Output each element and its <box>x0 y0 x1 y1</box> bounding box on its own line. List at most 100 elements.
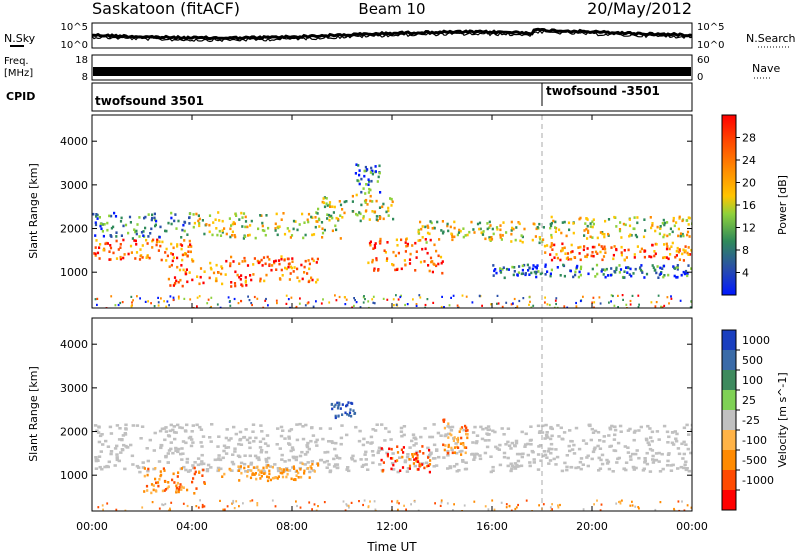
velocity-cell <box>354 425 358 429</box>
velocity-cell <box>332 457 336 461</box>
velocity-cell <box>421 445 424 448</box>
velocity-cell <box>223 508 226 511</box>
power-cell <box>550 233 553 237</box>
velocity-cell <box>257 458 261 462</box>
velocity-cell <box>308 470 312 474</box>
velocity-cell <box>634 466 638 470</box>
power-cell <box>575 266 578 269</box>
power-cell <box>183 229 186 233</box>
power-cell <box>366 203 369 206</box>
power-cell <box>505 231 508 234</box>
power-cell <box>424 306 427 308</box>
power-cell <box>563 305 566 308</box>
velocity-cell <box>323 451 327 454</box>
velocity-cell <box>238 466 242 470</box>
power-cell <box>102 234 105 238</box>
velocity-cell <box>671 443 676 446</box>
velocity-cell <box>248 446 252 450</box>
velocity-cell <box>516 465 521 468</box>
power-cell <box>181 284 184 288</box>
power-cell <box>539 237 542 241</box>
velocity-cell <box>593 446 597 450</box>
power-cell <box>457 231 461 234</box>
velocity-cell <box>317 505 319 508</box>
power-cell <box>464 234 467 237</box>
velocity-cell <box>159 446 163 450</box>
velocity-cell <box>342 500 345 503</box>
power-cell <box>377 269 380 272</box>
power-cell <box>492 274 495 277</box>
power-cell <box>387 214 390 217</box>
power-cell <box>370 179 373 183</box>
power-cell <box>440 229 443 232</box>
power-cell <box>231 234 234 237</box>
velocity-cell <box>666 441 670 444</box>
power-cell <box>549 272 552 276</box>
power-cell <box>359 212 362 216</box>
velocity-cell <box>260 449 264 452</box>
velocity-cell <box>478 454 482 457</box>
velocity-cell <box>137 466 141 469</box>
velocity-cell <box>541 454 545 458</box>
velocity-cell <box>396 459 399 462</box>
power-cell <box>147 235 150 238</box>
velocity-cell <box>540 431 545 434</box>
power-cell <box>259 277 262 281</box>
velocity-cell <box>104 439 108 443</box>
velocity-cell <box>500 501 503 504</box>
power-cell <box>579 273 582 277</box>
velocity-cell <box>181 452 185 455</box>
velocity-cell <box>315 509 318 511</box>
power-cell <box>165 259 168 262</box>
power-cell <box>220 265 223 268</box>
power-cell <box>593 306 595 308</box>
power-cell <box>369 171 372 174</box>
power-cell <box>608 301 610 304</box>
power-cell <box>232 260 235 263</box>
power-cell <box>618 228 622 231</box>
power-cell <box>634 267 637 271</box>
velocity-cell <box>544 433 549 437</box>
power-cell <box>135 243 138 246</box>
power-cell <box>383 249 386 252</box>
power-cell <box>264 262 267 266</box>
power-cell <box>355 193 358 197</box>
velocity-cell <box>148 438 152 442</box>
velocity-cell <box>279 471 282 475</box>
velocity-cell <box>216 445 220 448</box>
velocity-cell <box>415 457 418 460</box>
velocity-cell <box>360 465 364 468</box>
velocity-cell <box>487 508 490 511</box>
velocity-cell <box>399 430 404 433</box>
power-cell <box>689 306 692 308</box>
power-cell <box>677 250 680 254</box>
velocity-cell <box>280 458 284 461</box>
velocity-cell <box>358 500 360 503</box>
power-cell <box>637 306 640 308</box>
power-cell <box>146 242 149 245</box>
velocity-cell <box>592 448 597 451</box>
power-cell <box>306 272 309 275</box>
velocity-cell <box>472 453 477 457</box>
power-cell <box>660 305 662 308</box>
velocity-cell <box>184 430 188 433</box>
power-cell <box>134 230 137 234</box>
velocity-cell <box>383 439 387 442</box>
power-cell <box>632 272 635 275</box>
power-cell <box>526 263 529 267</box>
power-cell <box>292 270 295 273</box>
power-cell <box>96 303 98 306</box>
velocity-cell <box>579 467 583 471</box>
power-cell <box>94 223 98 227</box>
power-cell <box>174 281 177 285</box>
power-cell <box>314 216 317 219</box>
velocity-cell <box>199 462 203 466</box>
power-cell <box>371 258 374 262</box>
velocity-cell <box>531 450 535 454</box>
power-cell <box>643 276 646 279</box>
velocity-cell <box>180 488 183 491</box>
velocity-cell <box>375 423 379 426</box>
power-cell <box>332 211 335 214</box>
velocity-cell <box>586 464 590 468</box>
power-cell <box>237 302 240 305</box>
